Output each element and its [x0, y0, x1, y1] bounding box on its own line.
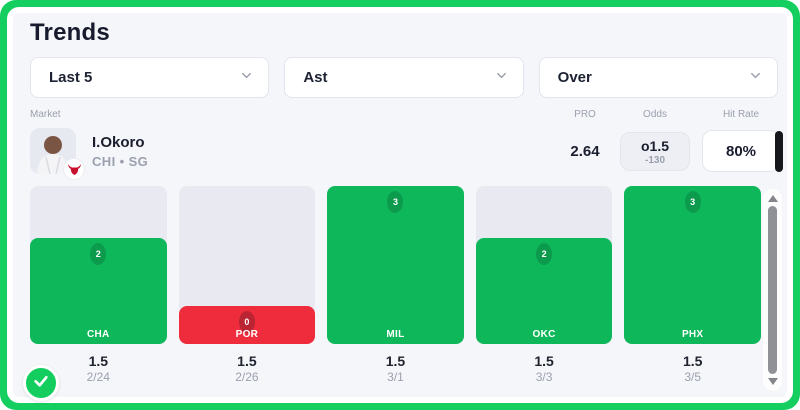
pro-column-label: PRO — [574, 109, 596, 120]
odds-line: o1.5 — [640, 137, 669, 154]
opponent-label: OKC — [532, 329, 556, 340]
bar-track: 2 CHA — [30, 186, 167, 344]
bar-track: 3 MIL — [327, 186, 464, 344]
line-value: 1.5 — [682, 353, 703, 369]
game-bar-column: 2 CHA 1.5 2/24 — [30, 186, 167, 384]
vertical-scrollbar[interactable] — [763, 189, 782, 391]
stat-dropdown-value: Ast — [303, 69, 328, 86]
game-bar-column: 2 OKC 1.5 3/3 — [475, 186, 613, 384]
side-dropdown[interactable]: Over — [538, 57, 778, 98]
result-bar: 2 OKC — [475, 238, 613, 344]
player-name: I.Okoro — [92, 133, 145, 151]
chevron-down-icon — [494, 68, 509, 88]
page-title: Trends — [30, 19, 110, 46]
result-bar: 3 PHX — [624, 186, 761, 344]
game-date: 3/5 — [684, 370, 702, 384]
stat-value-badge: 0 — [238, 311, 255, 334]
player-row[interactable]: I.Okoro CHI • SG 2.64 o1.5 -130 80% — [30, 128, 783, 180]
trend-bar-chart: 2 CHA 1.5 2/24 0 POR 1.5 2/26 3 MIL 1.5 … — [30, 186, 780, 384]
range-dropdown[interactable]: Last 5 — [30, 57, 270, 98]
scroll-up-arrow-icon[interactable] — [767, 195, 778, 202]
check-icon — [33, 373, 49, 394]
stat-value-badge: 3 — [387, 191, 404, 213]
stat-value-badge: 2 — [536, 243, 553, 266]
opponent-label: MIL — [386, 329, 405, 340]
bar-track: 0 POR — [178, 186, 316, 344]
bar-track: 2 OKC — [475, 186, 613, 344]
line-value: 1.5 — [88, 353, 109, 369]
column-headers: Market PRO Odds Hit Rate — [30, 108, 780, 120]
game-bar-column: 0 POR 1.5 2/26 — [178, 186, 316, 384]
player-team-position: CHI • SG — [92, 153, 149, 169]
hit-rate-text: 80% — [725, 142, 757, 160]
odds-column-label: Odds — [643, 109, 667, 120]
game-date: 3/3 — [535, 370, 553, 384]
line-value: 1.5 — [237, 353, 257, 369]
game-date: 3/1 — [387, 370, 404, 384]
odds-price: -130 — [644, 154, 665, 166]
pro-projection-value: 2.64 — [570, 142, 600, 160]
game-bar-column: 3 MIL 1.5 3/1 — [327, 186, 464, 384]
stat-value-badge: 2 — [90, 243, 107, 266]
market-column-label: Market — [30, 109, 61, 120]
scroll-down-arrow-icon[interactable] — [767, 378, 778, 385]
stat-value-badge: 3 — [684, 191, 701, 213]
confirm-check-button[interactable] — [23, 365, 59, 401]
scrollbar-thumb[interactable] — [768, 206, 777, 374]
opponent-label: CHA — [87, 329, 110, 340]
game-bar-column: 3 PHX 1.5 3/5 — [624, 186, 761, 384]
player-avatar — [30, 128, 85, 180]
player-photo — [30, 128, 76, 174]
hitrate-column-label: Hit Rate — [722, 109, 760, 120]
hit-rate-indicator-bar — [775, 131, 783, 172]
result-bar: 2 CHA — [30, 238, 167, 344]
line-value: 1.5 — [385, 353, 406, 369]
chevron-down-icon — [748, 68, 763, 88]
range-dropdown-value: Last 5 — [49, 69, 93, 86]
bulls-logo-icon — [63, 158, 85, 180]
game-date: 2/26 — [235, 370, 259, 384]
result-bar: 0 POR — [178, 306, 316, 344]
filter-bar: Last 5 Ast Over — [30, 57, 780, 98]
trends-card: Trends Last 5 Ast Over — [7, 7, 793, 403]
opponent-label: POR — [235, 329, 259, 340]
side-dropdown-value: Over — [557, 69, 592, 86]
game-date: 2/24 — [86, 370, 110, 384]
stat-dropdown[interactable]: Ast — [284, 57, 524, 98]
hit-rate-value[interactable]: 80% — [702, 130, 783, 172]
opponent-label: PHX — [681, 329, 704, 340]
bar-track: 3 PHX — [624, 186, 761, 344]
chevron-down-icon — [239, 68, 254, 88]
odds-button[interactable]: o1.5 -130 — [620, 131, 690, 171]
result-bar: 3 MIL — [327, 186, 464, 344]
line-value: 1.5 — [534, 353, 554, 369]
